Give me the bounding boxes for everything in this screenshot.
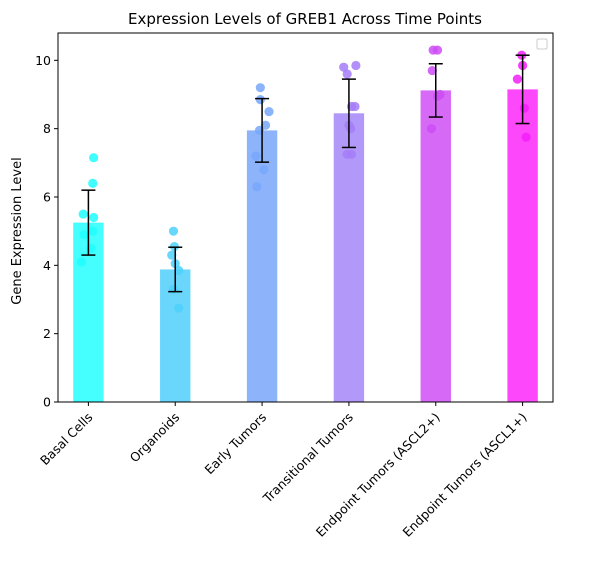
bar-2: [246, 130, 278, 402]
data-point-0-2: [78, 209, 88, 219]
data-point-3-6: [346, 124, 356, 134]
x-tick-label-2: Early Tumors: [202, 410, 270, 478]
data-point-5-3: [519, 103, 529, 113]
plot-area: 0 2 4 6 8 10 Basal Cells Organoids Early TumorsT…: [35, 32, 554, 540]
legend-box: [536, 38, 548, 50]
data-point-3-8: [346, 149, 357, 159]
data-point-0-3: [89, 212, 99, 223]
data-point-1-6: [174, 303, 184, 313]
data-point-4-5: [426, 124, 437, 134]
data-point-0-7: [76, 257, 87, 267]
data-point-4-4: [432, 91, 443, 101]
data-point-1-4: [174, 265, 184, 276]
x-tick-label-3: Transitional Tumors: [259, 410, 356, 507]
chart-title: Expression Levels of GREB1 Across Time P…: [128, 10, 482, 28]
data-point-2-2: [264, 106, 274, 117]
data-point-0-0: [89, 153, 99, 163]
data-point-3-1: [351, 60, 361, 71]
data-point-3-4: [350, 101, 360, 112]
data-point-4-2: [427, 65, 437, 76]
y-tick-label-3: 6: [43, 190, 51, 205]
data-point-1-0: [168, 226, 179, 236]
data-point-2-5: [251, 151, 261, 161]
data-point-3-0: [339, 62, 349, 72]
data-point-1-5: [168, 284, 179, 294]
y-tick-label-4: 8: [43, 121, 51, 136]
y-tick-label-5: 10: [35, 53, 51, 68]
data-point-2-3: [260, 120, 271, 130]
data-point-1-2: [167, 250, 177, 260]
y-axis-label: Gene Expression Level: [10, 157, 25, 304]
data-point-0-4: [88, 226, 98, 236]
plot-frame: [57, 32, 554, 403]
data-point-5-4: [521, 132, 531, 142]
data-point-0-1: [88, 178, 98, 188]
x-tick-label-1: Organoids: [127, 410, 183, 466]
data-point-5-2: [512, 74, 522, 84]
data-point-0-5: [79, 229, 89, 240]
data-point-2-6: [259, 165, 269, 175]
data-point-2-1: [255, 95, 265, 105]
bar-4: [420, 90, 451, 403]
bar-5: [507, 89, 538, 402]
data-point-4-1: [432, 45, 443, 55]
data-point-2-7: [252, 182, 262, 192]
y-tick-label-2: 4: [43, 258, 51, 273]
y-tick-label-0: 0: [43, 395, 51, 410]
data-point-3-2: [342, 69, 352, 79]
y-tick-label-1: 2: [43, 326, 51, 341]
x-tick-label-0: Basal Cells: [37, 410, 96, 469]
bar-3: [333, 113, 365, 403]
data-point-2-0: [255, 83, 265, 93]
